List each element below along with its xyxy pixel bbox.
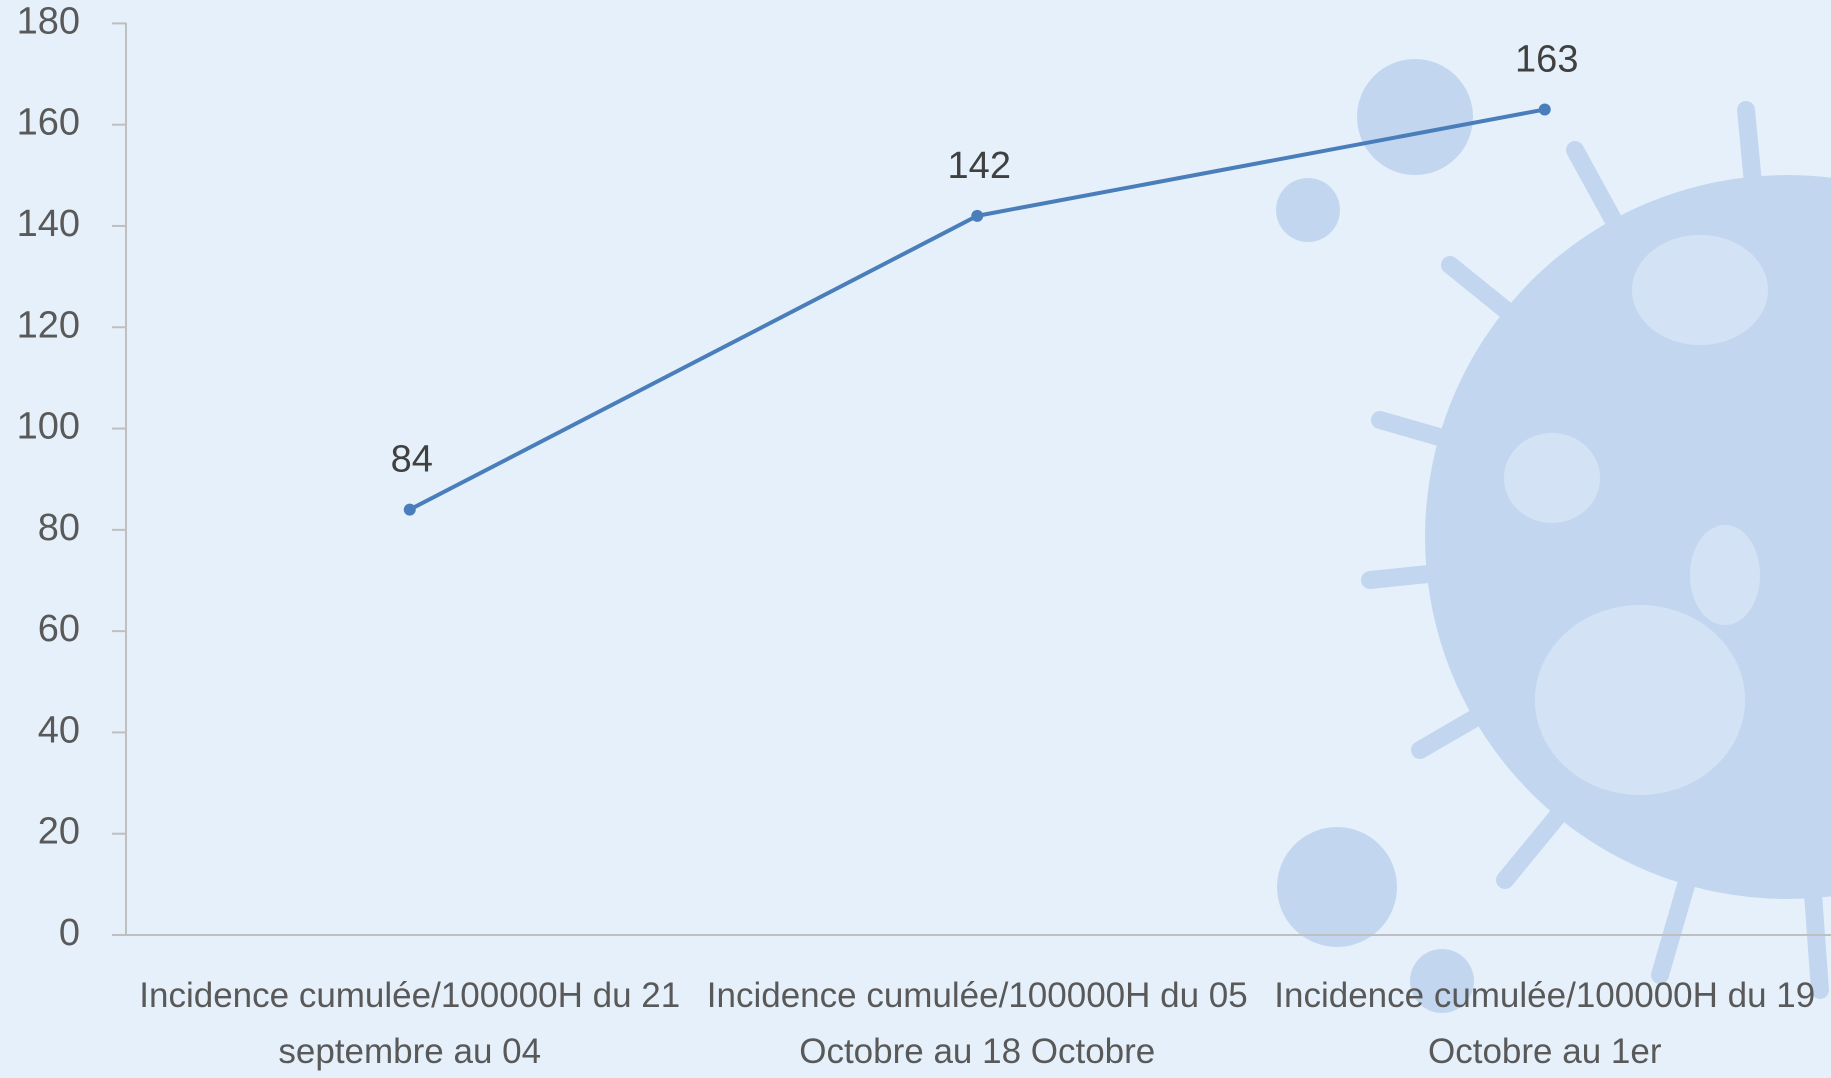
y-tick-label: 180 xyxy=(17,0,80,42)
point xyxy=(403,503,416,516)
x-tick-label: Incidence cumulée/100000H du 05 Octobre … xyxy=(706,976,1248,1071)
y-tick-label: 80 xyxy=(38,507,80,549)
data-label: 142 xyxy=(948,145,1011,187)
y-tick-label: 160 xyxy=(17,102,80,144)
y-tick-label: 120 xyxy=(17,304,80,346)
y-tick-label: 140 xyxy=(17,203,80,245)
y-tick-label: 40 xyxy=(38,709,80,751)
x-tick-label: Incidence cumulée/100000H du 19 Octobre … xyxy=(1274,976,1816,1071)
point xyxy=(971,209,984,222)
point xyxy=(1538,103,1551,116)
data-label: 163 xyxy=(1515,39,1578,81)
y-tick-label: 60 xyxy=(38,608,80,650)
virus-decoration xyxy=(1276,59,1831,1013)
y-tick-label: 20 xyxy=(38,811,80,853)
y-tick-label: 100 xyxy=(17,406,80,448)
x-tick-label: Incidence cumulée/100000H du 21 septembr… xyxy=(139,976,681,1071)
y-tick-label: 0 xyxy=(59,912,80,954)
data-label: 84 xyxy=(391,439,433,481)
